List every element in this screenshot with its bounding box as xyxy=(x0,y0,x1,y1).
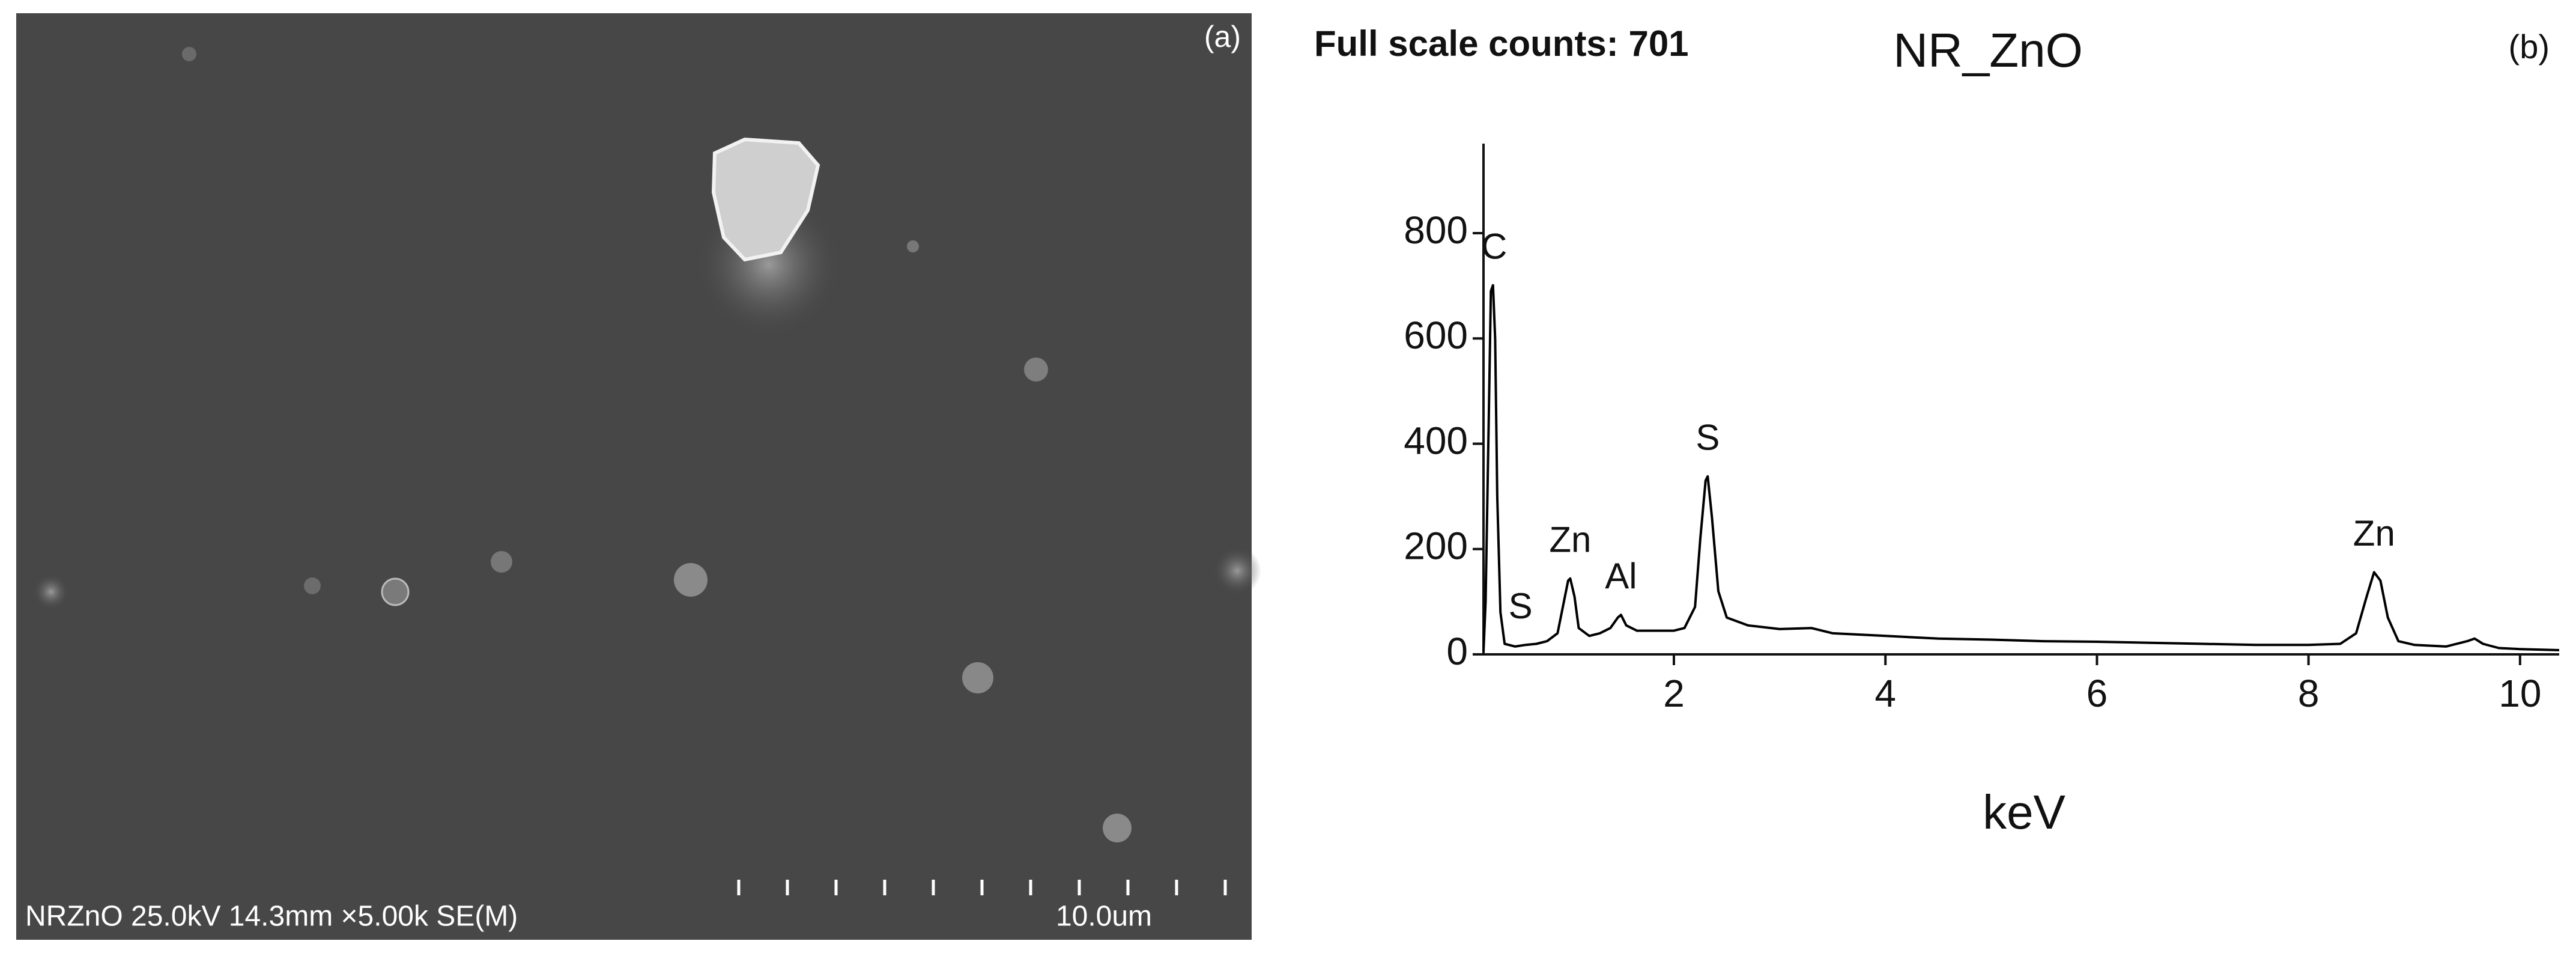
x-tick-label: 6 xyxy=(2087,672,2108,715)
speck xyxy=(907,240,919,252)
speck xyxy=(1024,358,1048,382)
x-axis-label: keV xyxy=(1983,785,2065,839)
speck xyxy=(381,577,410,606)
speck xyxy=(962,662,993,693)
x-tick-label: 8 xyxy=(2298,672,2320,715)
scale-label: 10.0um xyxy=(1056,901,1152,933)
peak-label: S xyxy=(1509,586,1533,626)
speck xyxy=(1103,814,1132,842)
speck xyxy=(491,551,512,573)
chart-subtitle: Full scale counts: 701 xyxy=(1314,23,1689,64)
x-tick-label: 2 xyxy=(1663,672,1685,715)
peak-label: Zn xyxy=(1549,520,1591,560)
speck xyxy=(1213,547,1261,595)
x-tick-label: 10 xyxy=(2499,672,2541,715)
chart-title: NR_ZnO xyxy=(1893,23,2083,77)
speck xyxy=(33,574,69,610)
panel-label: (b) xyxy=(2509,28,2550,65)
x-tick-label: 4 xyxy=(1874,672,1896,715)
y-tick-label: 400 xyxy=(1404,419,1468,462)
sem-image xyxy=(16,13,1252,940)
sem-panel: (a) NRZnO 25.0kV 14.3mm ×5.00k SE(M) 10.… xyxy=(16,13,1261,940)
peak-label: Zn xyxy=(2353,513,2395,553)
sem-caption: NRZnO 25.0kV 14.3mm ×5.00k SE(M) xyxy=(25,901,518,933)
peak-label: S xyxy=(1696,418,1720,458)
particle xyxy=(711,137,820,262)
peak-label: Al xyxy=(1605,556,1637,596)
speck xyxy=(674,563,708,597)
speck xyxy=(182,47,196,61)
y-tick-label: 200 xyxy=(1404,525,1468,568)
spectrum-line xyxy=(1482,284,2560,652)
speck xyxy=(304,577,321,594)
scale-bar xyxy=(737,880,1227,895)
y-tick-label: 800 xyxy=(1404,209,1468,252)
y-tick-label: 0 xyxy=(1446,630,1468,673)
peak-label: C xyxy=(1481,227,1507,267)
y-tick-label: 600 xyxy=(1404,314,1468,357)
panel-label: (a) xyxy=(1204,20,1241,53)
